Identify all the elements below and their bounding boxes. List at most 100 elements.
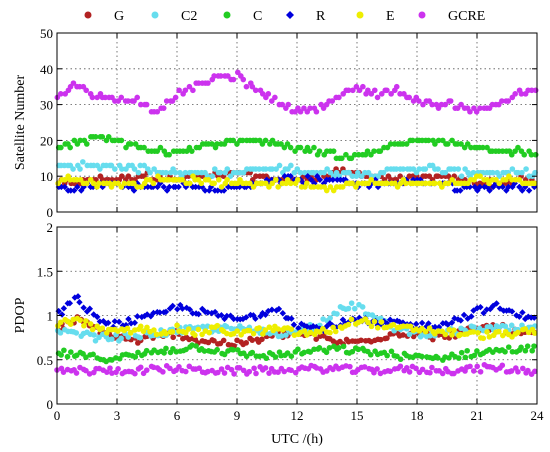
pdop-xtick-label: 9 <box>234 408 241 423</box>
data-point <box>365 87 371 94</box>
data-point <box>137 334 144 341</box>
data-point <box>283 332 289 338</box>
data-point <box>186 306 193 313</box>
data-point <box>490 183 497 191</box>
data-point <box>223 312 231 320</box>
data-point <box>387 141 394 147</box>
data-point <box>175 183 182 191</box>
data-point <box>311 184 317 190</box>
data-point <box>76 299 83 306</box>
data-point <box>125 98 131 104</box>
data-point <box>134 94 141 101</box>
data-point <box>324 166 330 172</box>
data-point <box>141 162 147 169</box>
legend-item-c2: C2 <box>151 9 197 24</box>
data-point <box>89 326 96 333</box>
pdop-series-gcre <box>54 361 538 377</box>
data-point <box>193 343 199 349</box>
pdop-ylabel: PDOP <box>13 297 28 333</box>
data-point <box>111 318 119 325</box>
data-point <box>297 144 304 151</box>
data-point <box>316 345 323 351</box>
data-point <box>87 321 94 327</box>
data-point <box>231 371 237 377</box>
data-point <box>121 180 128 187</box>
data-point <box>61 347 67 354</box>
data-point <box>104 369 110 375</box>
data-point <box>451 327 457 333</box>
data-point <box>292 369 299 376</box>
data-point <box>211 180 217 187</box>
data-point <box>349 348 356 355</box>
data-point <box>198 183 206 191</box>
data-point <box>247 180 253 187</box>
data-point <box>416 98 422 104</box>
data-point <box>132 354 139 360</box>
data-point <box>397 363 404 370</box>
data-point <box>86 305 94 312</box>
data-point <box>73 370 80 376</box>
data-point <box>275 369 281 375</box>
data-point <box>107 365 113 371</box>
data-point <box>516 176 523 183</box>
data-point <box>225 73 231 79</box>
data-point <box>349 180 355 187</box>
data-point <box>529 347 536 354</box>
data-point <box>253 173 259 179</box>
data-point <box>508 368 515 374</box>
data-point <box>108 184 115 190</box>
data-point <box>186 363 193 370</box>
data-point <box>442 101 449 108</box>
data-point <box>240 76 247 83</box>
data-point <box>313 336 320 342</box>
data-point <box>410 333 417 340</box>
data-point <box>230 347 236 353</box>
data-point <box>502 348 508 355</box>
legend-label: C2 <box>181 9 197 24</box>
sat-series-points <box>54 69 539 194</box>
data-point <box>192 332 198 338</box>
data-point <box>508 322 515 329</box>
data-point <box>279 101 286 108</box>
data-point <box>275 184 281 190</box>
data-point <box>311 144 317 151</box>
data-point <box>426 325 433 331</box>
data-point <box>111 137 118 144</box>
data-point <box>295 346 301 353</box>
legend-marker <box>356 11 364 19</box>
legend-marker <box>84 11 92 19</box>
data-point <box>407 323 414 330</box>
data-point <box>128 141 134 147</box>
data-point <box>60 369 67 375</box>
data-point <box>509 348 516 355</box>
data-point <box>218 184 225 190</box>
data-point <box>525 367 531 374</box>
pdop-xtick-label: 18 <box>411 408 424 423</box>
data-point <box>205 176 212 183</box>
data-point <box>365 319 371 326</box>
data-point <box>470 169 477 176</box>
data-point <box>377 370 384 377</box>
data-point <box>397 356 404 363</box>
data-point <box>80 304 87 311</box>
data-point <box>234 141 240 147</box>
data-point <box>94 94 100 101</box>
data-point <box>94 313 101 321</box>
sat-ytick-label: 50 <box>40 26 53 41</box>
data-point <box>269 166 275 172</box>
data-point <box>339 155 345 162</box>
data-point <box>311 346 317 353</box>
data-point <box>355 180 361 187</box>
data-point <box>67 176 73 183</box>
data-point <box>228 366 235 373</box>
data-point <box>400 166 406 172</box>
data-point <box>475 329 481 336</box>
data-point <box>265 91 272 97</box>
data-point <box>390 321 397 328</box>
data-point <box>192 183 199 191</box>
data-point <box>458 349 465 356</box>
data-point <box>477 368 484 375</box>
data-point <box>279 310 287 317</box>
data-point <box>262 137 269 144</box>
data-point <box>493 300 500 307</box>
